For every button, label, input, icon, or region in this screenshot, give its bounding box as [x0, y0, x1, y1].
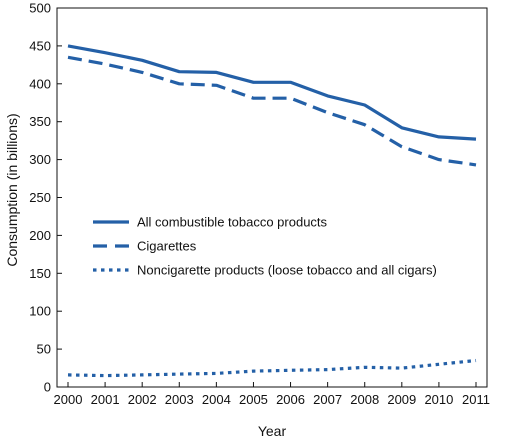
x-tick-label: 2004 [202, 392, 231, 407]
y-tick-label: 150 [29, 266, 51, 281]
x-tick-label: 2000 [54, 392, 83, 407]
y-axis-title: Consumption (in billions) [4, 113, 20, 266]
y-tick-label: 500 [29, 1, 51, 16]
y-tick-label: 200 [29, 228, 51, 243]
legend-label-2: Noncigarette products (loose tobacco and… [137, 263, 437, 278]
y-tick-label: 50 [37, 342, 51, 357]
x-tick-label: 2009 [387, 392, 416, 407]
y-tick-label: 100 [29, 304, 51, 319]
y-tick-label: 350 [29, 114, 51, 129]
y-tick-label: 400 [29, 76, 51, 91]
axes: 0 50 100 150 200 250 300 350 400 450 500 2000 2001 20… [29, 1, 490, 408]
x-tick-label: 2010 [424, 392, 453, 407]
series-line-1 [67, 55, 477, 167]
plot-frame [56, 7, 488, 388]
x-tick-label: 2002 [128, 392, 157, 407]
legend: All combustible tobacco products Cigarett… [93, 215, 437, 278]
y-tick-label: 250 [29, 190, 51, 205]
series-line-0 [67, 44, 477, 141]
series-lines [67, 44, 477, 378]
legend-label-0: All combustible tobacco products [137, 215, 328, 230]
x-tick-label: 2007 [313, 392, 342, 407]
x-tick-label: 2003 [165, 392, 194, 407]
x-tick-label: 2011 [462, 392, 490, 407]
y-tick-label: 450 [29, 38, 51, 53]
x-tick-label: 2006 [276, 392, 305, 407]
y-tick-label: 300 [29, 152, 51, 167]
y-tick-label: 0 [44, 380, 51, 395]
x-tick-label: 2005 [239, 392, 268, 407]
x-axis-title: Year [258, 423, 287, 439]
x-tick-label: 2008 [350, 392, 379, 407]
legend-label-1: Cigarettes [137, 239, 197, 254]
series-line-2 [67, 358, 477, 378]
x-tick-label: 2001 [91, 392, 120, 407]
